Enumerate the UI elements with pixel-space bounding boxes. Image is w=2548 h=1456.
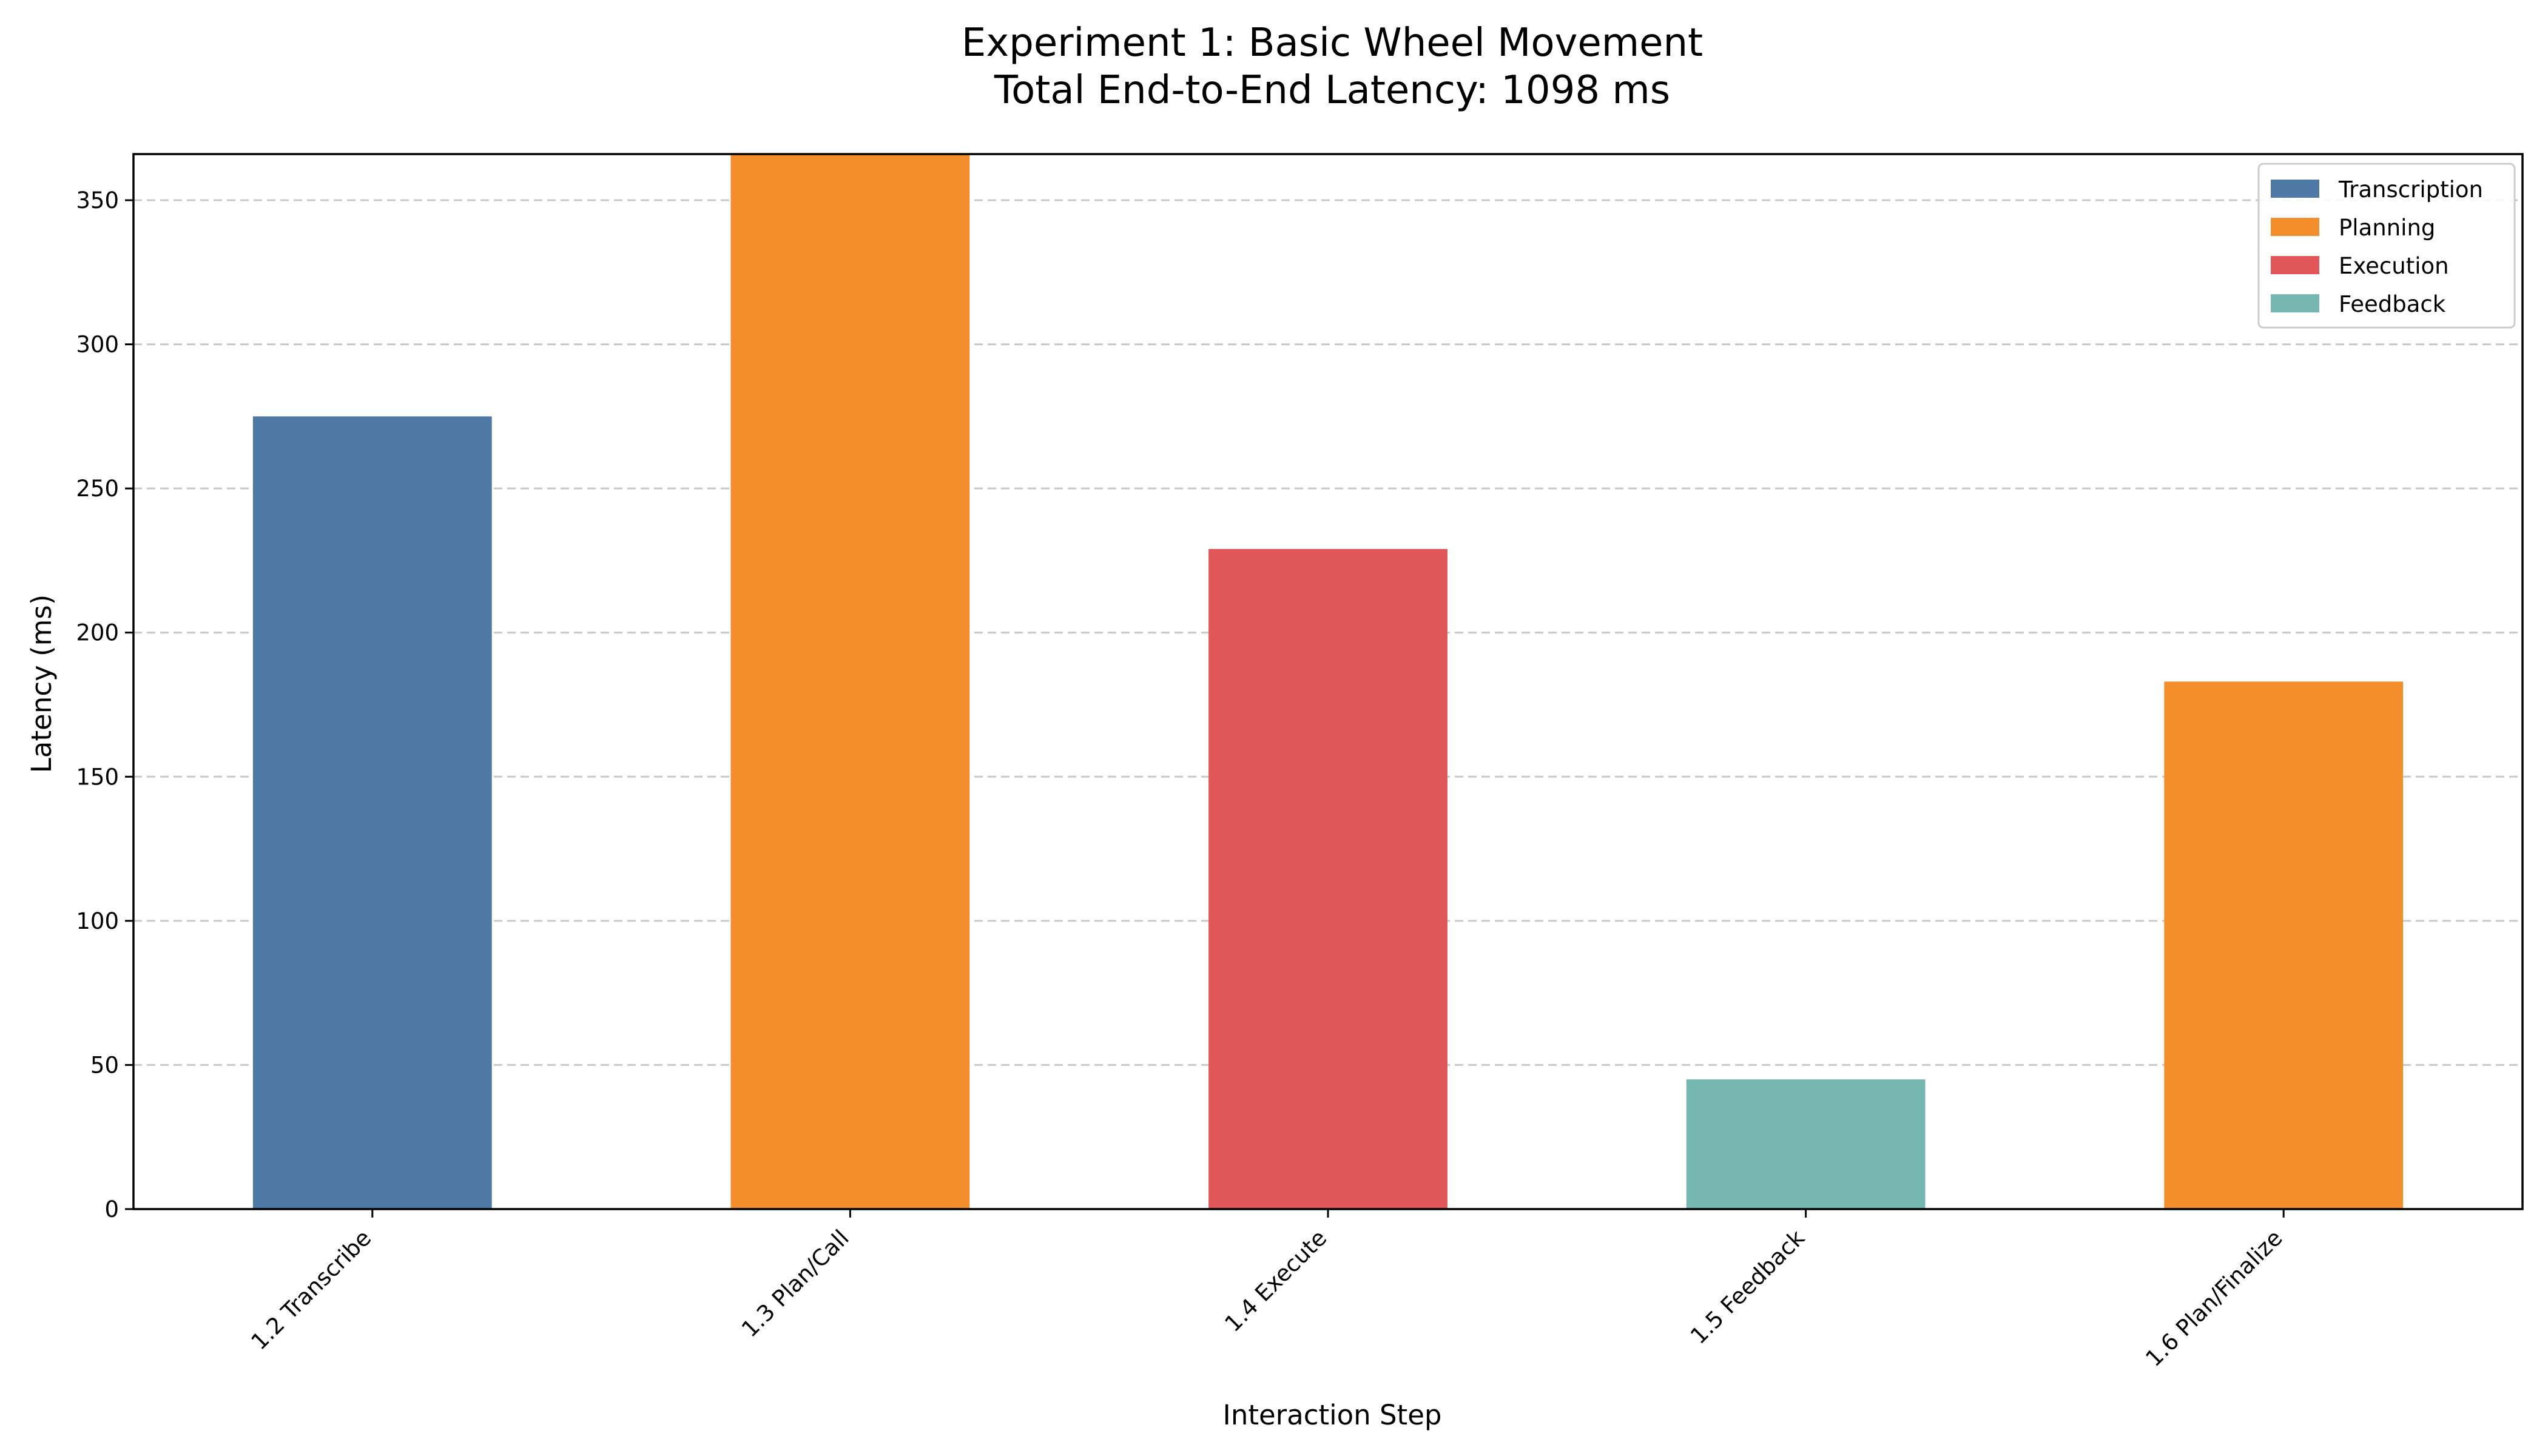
y-axis-ticks: 0 50 100 150 200 250 300 350: [76, 187, 133, 1222]
legend: Transcription Planning Execution Feedback: [2257, 163, 2516, 329]
chart-subtitle: Total End-to-End Latency: 1098 ms: [994, 68, 1670, 113]
x-tick-label: 1.4 Execute: [1219, 1225, 1332, 1337]
legend-swatch: [2271, 180, 2319, 198]
legend-label: Feedback: [2339, 291, 2446, 317]
y-tick-label: 50: [90, 1052, 119, 1078]
x-tick-label: 1.5 Feedback: [1685, 1225, 1810, 1349]
x-axis-ticks: 1.2 Transcribe 1.3 Plan/Call 1.4 Execute 1.…: [246, 1209, 2288, 1372]
y-tick-label: 150: [76, 764, 119, 790]
legend-label: Transcription: [2338, 177, 2483, 203]
bar: [1686, 1079, 1926, 1209]
legend-swatch: [2271, 256, 2319, 274]
legend-box: [2257, 163, 2516, 329]
y-tick-label: 300: [76, 332, 119, 358]
y-axis-label: Latency (ms): [25, 595, 58, 774]
legend-swatch: [2271, 294, 2319, 312]
plot-frame: [132, 153, 2524, 1210]
bar: [252, 416, 492, 1210]
legend-label: Planning: [2339, 215, 2435, 241]
y-tick-label: 100: [76, 908, 119, 934]
bar: [2164, 681, 2404, 1209]
bar: [730, 154, 970, 1209]
y-tick-label: 350: [76, 187, 119, 214]
chart-title: Experiment 1: Basic Wheel Movement: [962, 21, 1703, 66]
x-tick-label: 1.3 Plan/Call: [736, 1225, 854, 1343]
x-tick-label: 1.2 Transcribe: [246, 1225, 377, 1355]
legend-swatch: [2271, 218, 2319, 236]
y-tick-label: 250: [76, 476, 119, 502]
bar: [1208, 548, 1448, 1209]
legend-label: Execution: [2339, 253, 2449, 279]
y-tick-label: 200: [76, 620, 119, 646]
x-tick-label: 1.6 Plan/Finalize: [2140, 1225, 2287, 1372]
y-tick-label: 0: [104, 1196, 119, 1222]
bars: [252, 154, 2404, 1210]
x-axis-label: Interaction Step: [1223, 1399, 1442, 1431]
